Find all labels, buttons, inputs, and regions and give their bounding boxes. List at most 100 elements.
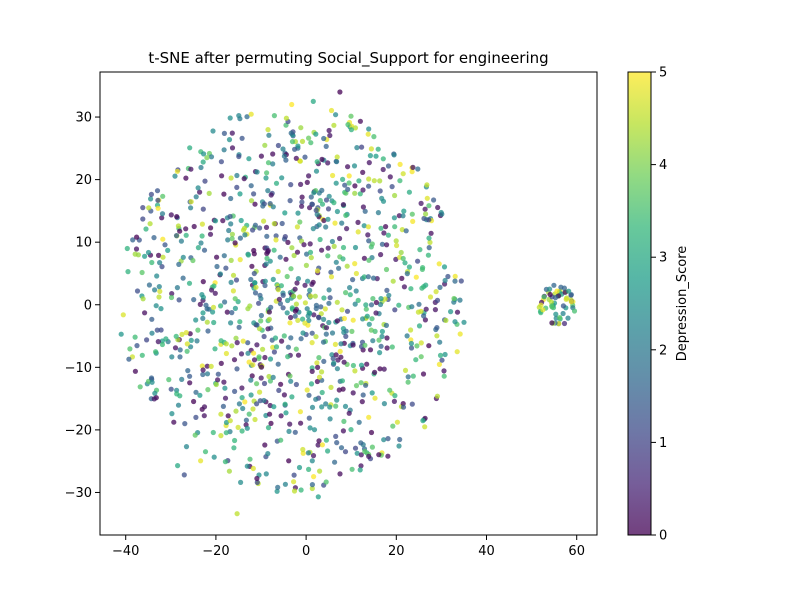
scatter-point <box>381 230 387 236</box>
scatter-point <box>358 380 364 386</box>
scatter-point <box>363 302 369 308</box>
scatter-point <box>197 189 203 195</box>
scatter-point <box>194 338 200 344</box>
scatter-point <box>422 317 428 323</box>
scatter-point <box>434 325 440 331</box>
scatter-point <box>266 373 272 380</box>
scatter-point <box>221 147 227 153</box>
scatter-point <box>362 448 368 455</box>
scatter-point <box>153 303 159 309</box>
scatter-point <box>327 132 333 139</box>
scatter-point <box>339 220 345 226</box>
scatter-point <box>382 296 388 302</box>
scatter-point <box>426 203 432 209</box>
scatter-point <box>200 159 206 165</box>
scatter-point <box>401 208 407 214</box>
scatter-point <box>359 399 365 405</box>
scatter-point <box>360 316 366 322</box>
scatter-point <box>232 388 238 394</box>
scatter-point <box>315 364 321 370</box>
scatter-point <box>148 196 154 202</box>
scatter-point <box>262 142 268 148</box>
scatter-point <box>309 340 315 346</box>
scatter-point <box>271 349 277 355</box>
scatter-point <box>195 327 201 333</box>
scatter-point <box>284 273 290 280</box>
scatter-point <box>373 153 379 159</box>
scatter-point <box>226 137 233 143</box>
scatter-point <box>238 351 245 357</box>
scatter-point <box>384 335 390 341</box>
scatter-point <box>394 242 400 249</box>
scatter-point <box>392 192 398 199</box>
scatter-point <box>354 145 360 151</box>
scatter-point <box>234 172 240 179</box>
colorbar-label: Depression_Score <box>675 246 690 362</box>
scatter-point <box>270 344 276 350</box>
scatter-point <box>241 176 247 182</box>
scatter-point <box>155 197 161 203</box>
scatter-point <box>441 368 447 374</box>
scatter-point <box>264 170 270 176</box>
scatter-point <box>246 156 252 162</box>
scatter-point <box>166 377 172 383</box>
scatter-point <box>366 453 372 459</box>
scatter-point <box>191 297 197 303</box>
scatter-point <box>426 217 432 223</box>
scatter-point <box>285 344 291 350</box>
scatter-point <box>207 231 214 237</box>
scatter-point <box>281 392 287 398</box>
scatter-point <box>321 217 327 224</box>
scatter-point <box>298 181 304 187</box>
scatter-point <box>132 334 138 340</box>
scatter-point <box>262 278 268 284</box>
scatter-point <box>348 127 354 133</box>
scatter-point <box>442 351 448 358</box>
scatter-point <box>293 301 299 307</box>
scatter-point <box>360 187 366 193</box>
scatter-point <box>257 389 263 395</box>
points-layer <box>118 89 578 517</box>
scatter-point <box>313 207 319 213</box>
scatter-point <box>281 333 287 339</box>
scatter-point <box>241 225 248 231</box>
scatter-point <box>279 175 285 181</box>
scatter-point <box>355 219 361 225</box>
scatter-point <box>339 307 345 313</box>
scatter-point <box>408 345 415 351</box>
scatter-point <box>267 378 273 384</box>
scatter-point <box>311 190 317 196</box>
scatter-point <box>156 252 162 258</box>
scatter-point <box>346 180 352 186</box>
scatter-point <box>415 166 421 172</box>
scatter-point <box>421 215 427 222</box>
scatter-point <box>341 329 347 335</box>
colorbar-tick-label: 0 <box>659 529 667 544</box>
scatter-point <box>295 143 301 149</box>
scatter-point <box>321 316 327 322</box>
scatter-point <box>325 216 331 222</box>
scatter-point <box>323 325 330 331</box>
scatter-point <box>549 320 555 326</box>
scatter-point <box>245 340 251 346</box>
scatter-point <box>177 393 183 399</box>
scatter-point <box>294 249 301 255</box>
scatter-point <box>197 301 203 307</box>
scatter-point <box>392 224 398 230</box>
scatter-point <box>249 263 255 269</box>
scatter-point <box>307 310 313 316</box>
scatter-point <box>250 362 256 368</box>
scatter-point <box>340 386 346 392</box>
scatter-point <box>250 227 256 233</box>
scatter-point <box>228 257 234 263</box>
scatter-point <box>339 378 345 384</box>
scatter-point <box>333 180 339 186</box>
scatter-point <box>350 390 356 396</box>
scatter-point <box>326 300 332 306</box>
scatter-point <box>211 454 217 460</box>
scatter-point <box>363 306 369 312</box>
colorbar-tick-label: 5 <box>659 66 667 81</box>
scatter-point <box>316 315 322 321</box>
scatter-point <box>397 436 403 443</box>
scatter-point <box>247 303 253 309</box>
